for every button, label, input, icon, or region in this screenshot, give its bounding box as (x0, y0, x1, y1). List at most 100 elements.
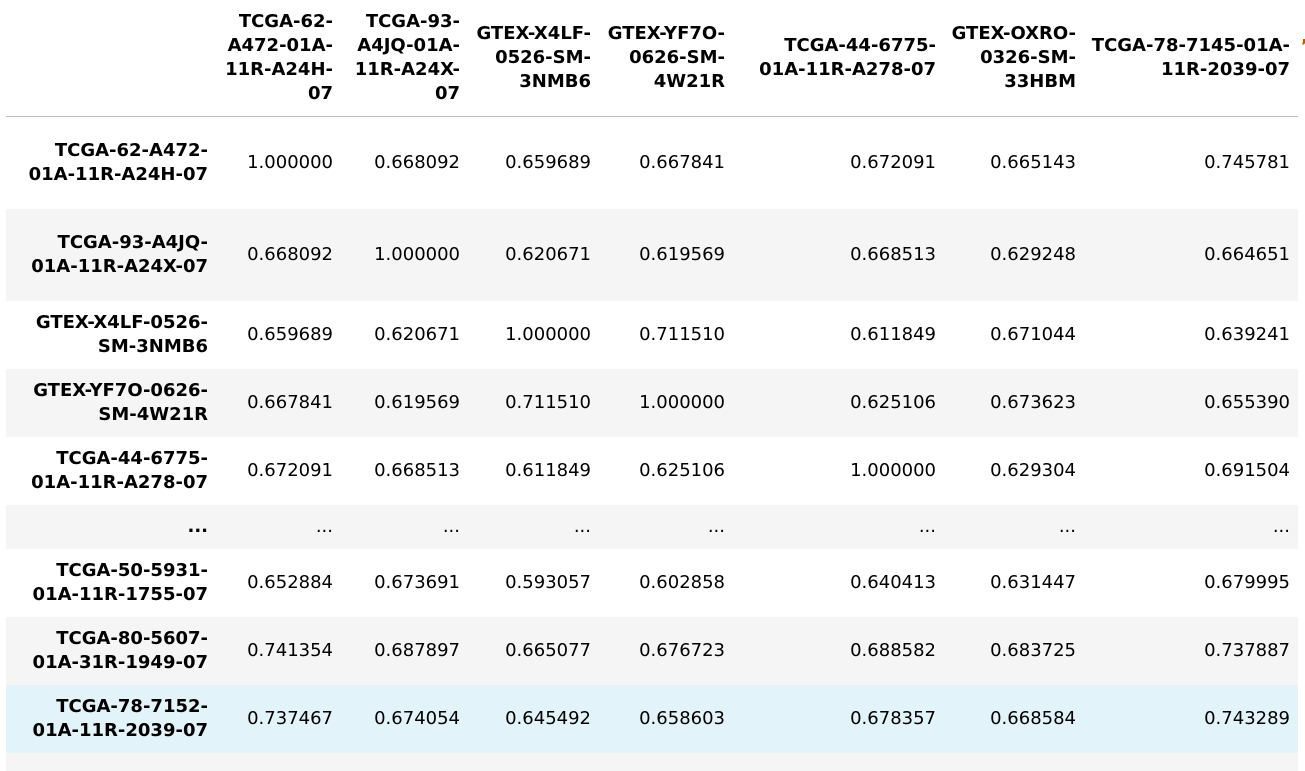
table-cell: 0.674054 (374, 708, 460, 729)
table-cell: 0.629248 (990, 244, 1076, 265)
row-index-label: TCGA-62-A472-01A-11R-A24H-07 (28, 139, 208, 185)
table-cell: 0.658603 (639, 708, 725, 729)
table-cell: 0.745781 (1204, 152, 1290, 174)
table-row-ellipsis: ... ... ... ... ... ... ... ... (6, 504, 1298, 549)
table-cell: 0.631447 (990, 572, 1076, 593)
table-cell (733, 753, 944, 771)
table-cell: 1.000000 (374, 244, 460, 265)
row-index-label: TCGA-93-A4JQ-01A-11R-A24X-07 (31, 231, 208, 277)
table-cell: 0.741354 (247, 640, 333, 661)
table-cell: 0.672091 (247, 460, 333, 481)
table-cell: 0.688582 (850, 640, 936, 661)
table-cell: 0.593057 (505, 572, 591, 593)
table-cell: 0.672091 (850, 152, 936, 174)
table-cell: 0.652884 (247, 572, 333, 593)
table-row: TCGA-93-A4JQ-01A-11R-A24X-07 0.668092 1.… (6, 208, 1298, 301)
table-cell: 0.687897 (374, 640, 460, 661)
table-row: TCGA-50-5931-01A-11R-1755-07 0.652884 0.… (6, 548, 1298, 617)
table-cell: 0.678357 (850, 708, 936, 729)
table-cell: 0.620671 (374, 324, 460, 345)
table-row-hovered: TCGA-78-7152-01A-11R-2039-07 0.737467 0.… (6, 684, 1298, 753)
table-cell: ... (1058, 516, 1076, 537)
table-cell: ... (442, 516, 460, 537)
table-row-partial (6, 752, 1298, 771)
table-cell: 0.671044 (990, 324, 1076, 345)
table-cell: 0.602858 (639, 572, 725, 593)
table-cell: 1.000000 (247, 152, 333, 174)
table-row: TCGA-80-5607-01A-31R-1949-07 0.741354 0.… (6, 616, 1298, 685)
table-cell: 0.668513 (374, 460, 460, 481)
table-row: TCGA-62-A472-01A-11R-A24H-07 1.000000 0.… (6, 116, 1298, 209)
table-cell (341, 753, 468, 771)
table-cell: 0.611849 (850, 324, 936, 345)
table-cell: 0.667841 (247, 392, 333, 413)
table-cell: 1.000000 (850, 460, 936, 481)
table-cell: ... (918, 516, 936, 537)
table-cell: 0.625106 (639, 460, 725, 481)
table-cell: 0.640413 (850, 572, 936, 593)
column-header: TCGA-62-A472-01A-11R-A24H-07 (216, 0, 341, 117)
table-cell (944, 753, 1084, 771)
table-cell: 0.673623 (990, 392, 1076, 413)
row-index-label: ... (187, 515, 208, 537)
correlation-dataframe: TCGA-62-A472-01A-11R-A24H-07 TCGA-93-A4J… (6, 0, 1298, 771)
table-cell: 0.667841 (639, 152, 725, 174)
table-cell: 0.668513 (850, 244, 936, 265)
table-cell: 0.737887 (1204, 640, 1290, 661)
table-cell (1084, 753, 1298, 771)
table-cell: 0.737467 (247, 708, 333, 729)
table-cell: 0.691504 (1204, 460, 1290, 481)
table-cell: 0.679995 (1204, 572, 1290, 593)
column-header: TCGA-78-7145-01A-11R-2039-07 (1084, 0, 1298, 117)
row-index-label: TCGA-50-5931-01A-11R-1755-07 (32, 559, 208, 605)
column-header: TCGA-93-A4JQ-01A-11R-A24X-07 (341, 0, 468, 117)
table-cell: 0.659689 (505, 152, 591, 174)
table-cell: 0.664651 (1204, 244, 1290, 265)
table-cell: 0.676723 (639, 640, 725, 661)
table-row: TCGA-44-6775-01A-11R-A278-07 0.672091 0.… (6, 436, 1298, 505)
row-index-label: TCGA-44-6775-01A-11R-A278-07 (31, 447, 208, 493)
table-cell: 0.625106 (850, 392, 936, 413)
clipped-column-header-fragment: ’ (1301, 36, 1305, 57)
column-header: GTEX-X4LF-0526-SM-3NMB6 (468, 0, 599, 117)
row-index-label (6, 753, 216, 771)
table-cell: 0.619569 (374, 392, 460, 413)
table-cell: 1.000000 (505, 324, 591, 345)
table-cell (216, 753, 341, 771)
index-corner-header (6, 0, 216, 117)
table-cell: 1.000000 (639, 392, 725, 413)
table-cell: 0.668584 (990, 708, 1076, 729)
table-row: GTEX-X4LF-0526-SM-3NMB6 0.659689 0.62067… (6, 300, 1298, 369)
table-cell (468, 753, 599, 771)
table-cell: 0.668092 (247, 244, 333, 265)
table-cell: 0.683725 (990, 640, 1076, 661)
table-cell: 0.619569 (639, 244, 725, 265)
row-index-label: TCGA-78-7152-01A-11R-2039-07 (32, 695, 208, 741)
table-cell: 0.659689 (247, 324, 333, 345)
table-cell: 0.629304 (990, 460, 1076, 481)
table-cell: 0.668092 (374, 152, 460, 174)
table-cell: ... (573, 516, 591, 537)
table-cell (599, 753, 733, 771)
table-cell: 0.711510 (639, 324, 725, 345)
table-cell: 0.611849 (505, 460, 591, 481)
table-cell: 0.665143 (990, 152, 1076, 174)
table-cell: 0.711510 (505, 392, 591, 413)
table-cell: 0.639241 (1204, 324, 1290, 345)
header-row: TCGA-62-A472-01A-11R-A24H-07 TCGA-93-A4J… (6, 0, 1298, 117)
table-cell: ... (1272, 516, 1290, 537)
column-header: GTEX-OXRO-0326-SM-33HBM (944, 0, 1084, 117)
table-cell: 0.673691 (374, 572, 460, 593)
row-index-label: TCGA-80-5607-01A-31R-1949-07 (32, 627, 208, 673)
table-cell: ... (315, 516, 333, 537)
table-cell: ... (707, 516, 725, 537)
row-index-label: GTEX-X4LF-0526-SM-3NMB6 (35, 311, 208, 357)
column-header: TCGA-44-6775-01A-11R-A278-07 (733, 0, 944, 117)
row-index-label: GTEX-YF7O-0626-SM-4W21R (33, 379, 208, 425)
table-cell: 0.665077 (505, 640, 591, 661)
column-header: GTEX-YF7O-0626-SM-4W21R (599, 0, 733, 117)
table-cell: 0.743289 (1204, 708, 1290, 729)
table-row: GTEX-YF7O-0626-SM-4W21R 0.667841 0.61956… (6, 368, 1298, 437)
table-cell: 0.645492 (505, 708, 591, 729)
